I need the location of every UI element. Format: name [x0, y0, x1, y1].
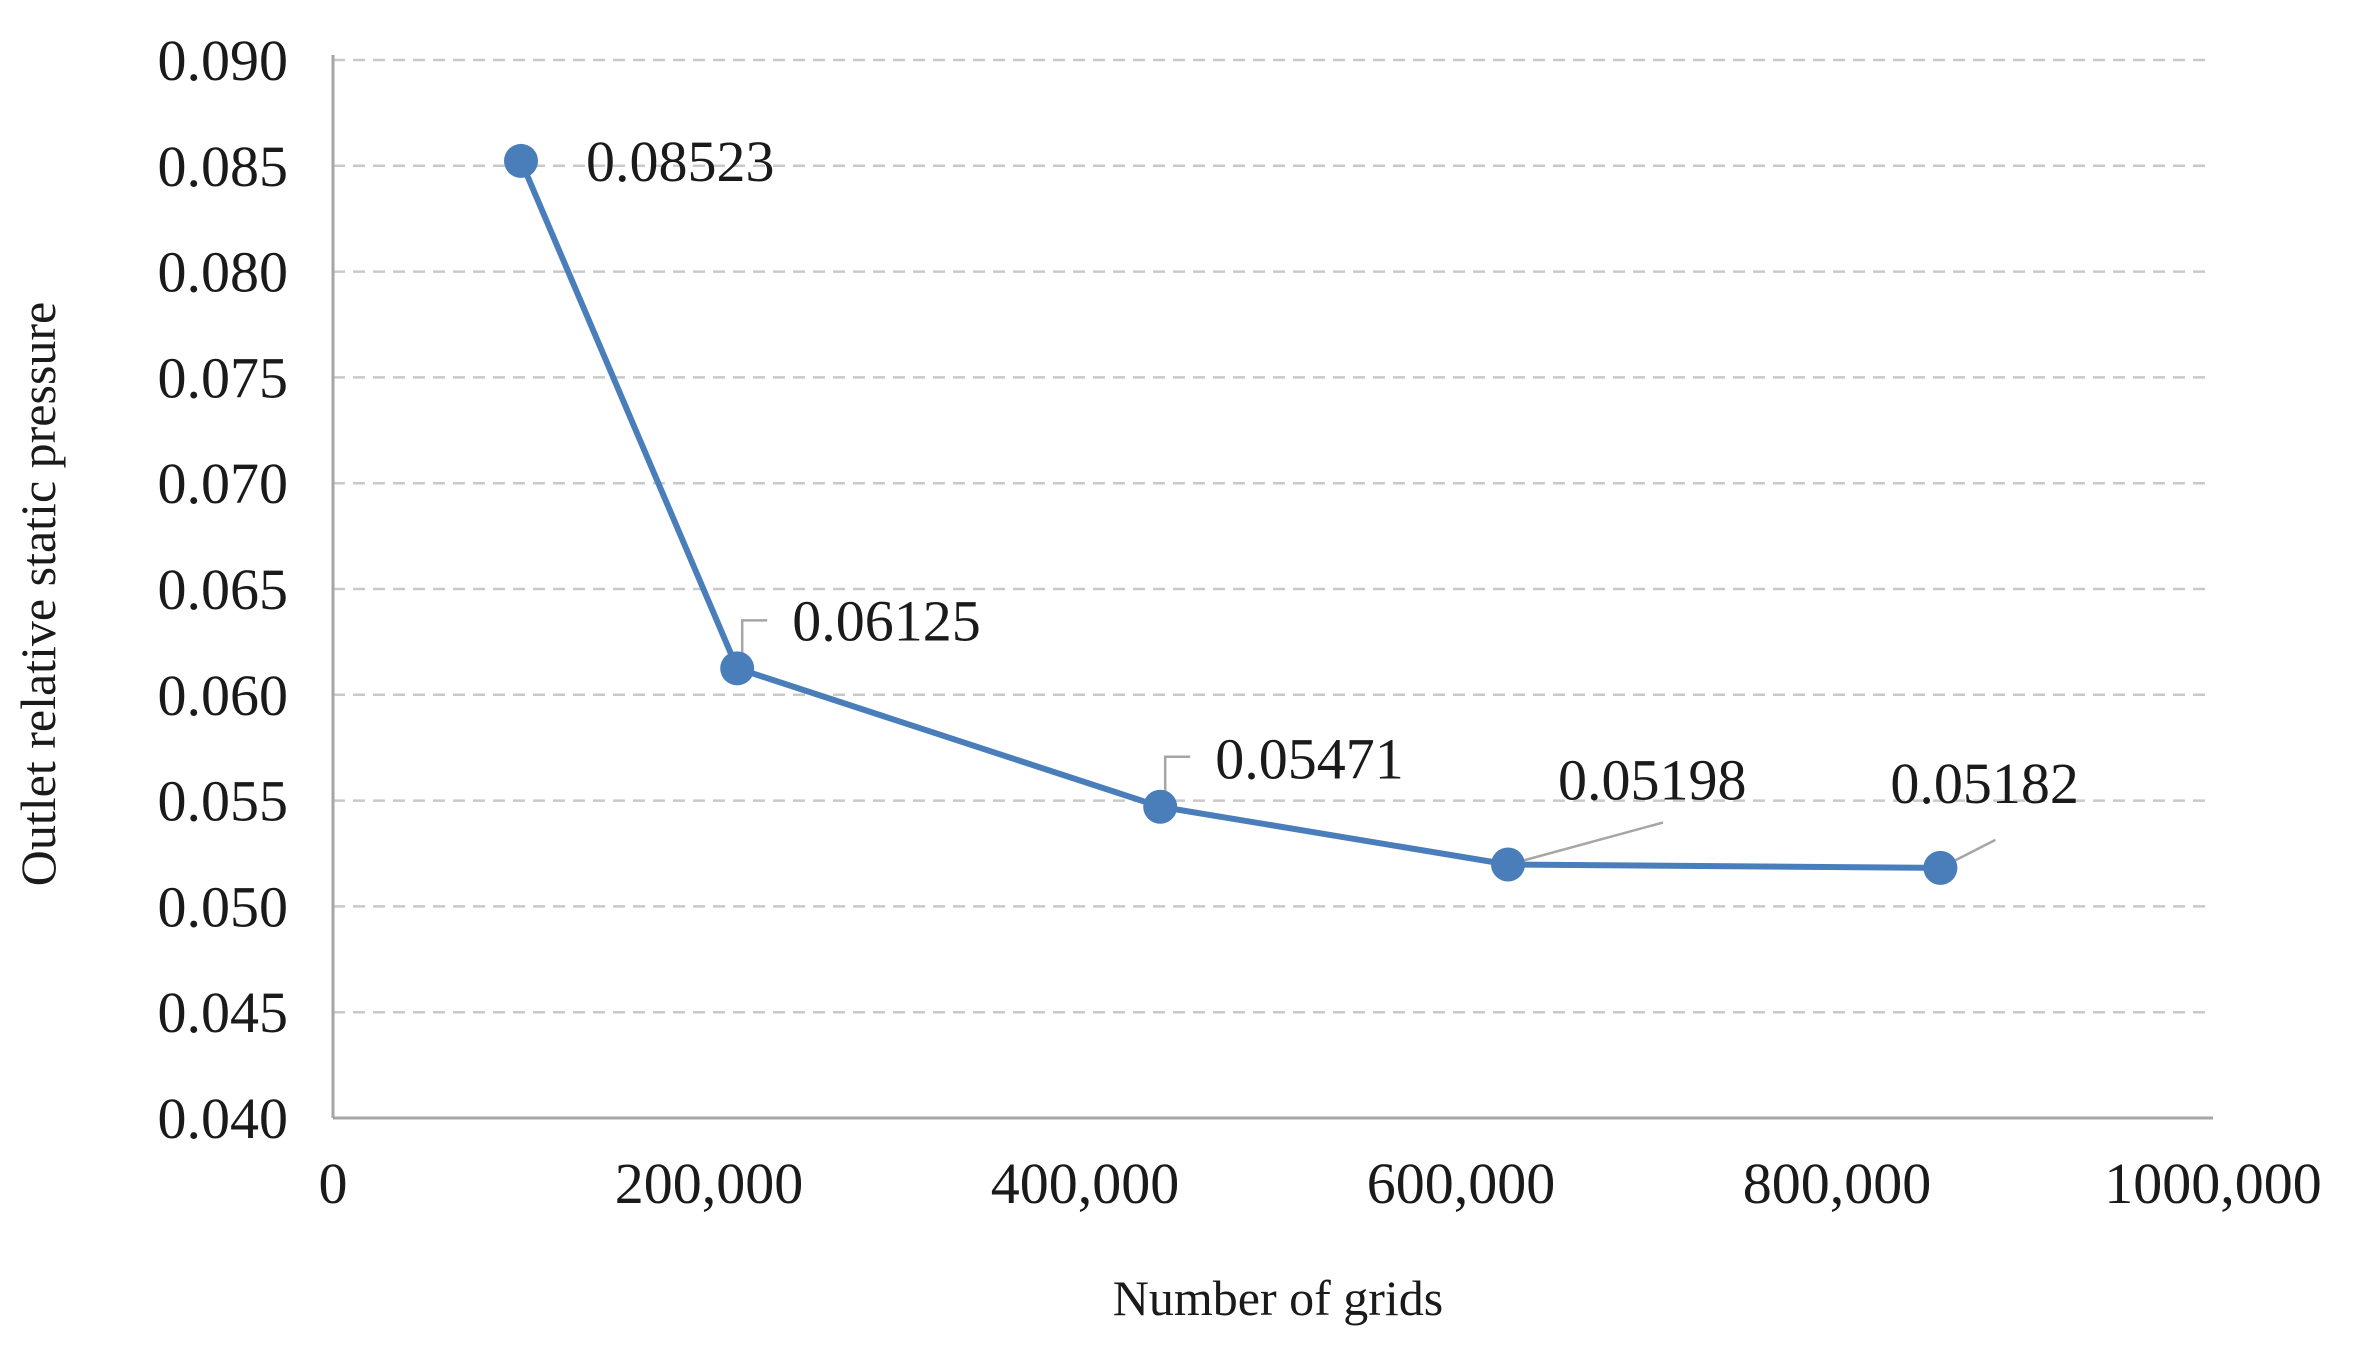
data-labels: 0.08523 0.06125 0.05471 0.05198 0.05182 [586, 129, 2079, 816]
data-label: 0.05198 [1558, 748, 1747, 813]
data-label: 0.05182 [1890, 751, 2078, 816]
x-tick-label: 200,000 [615, 1151, 804, 1216]
y-tick-label: 0.050 [158, 874, 289, 939]
label-leader-line [740, 619, 768, 657]
x-axis-title: Number of grids [1113, 1270, 1444, 1326]
data-point [504, 143, 538, 178]
data-label: 0.05471 [1215, 727, 1404, 792]
label-leader-line [1947, 838, 1996, 866]
y-tick-label: 0.060 [158, 663, 289, 728]
x-tick-label: 0 [319, 1151, 348, 1216]
label-leader-line [1163, 755, 1191, 793]
gridlines [333, 58, 2213, 1014]
data-series [504, 143, 1958, 885]
data-point [1491, 847, 1525, 882]
x-tick-label: 800,000 [1743, 1151, 1932, 1216]
label-leader-line [1515, 821, 1664, 864]
y-tick-label: 0.055 [158, 769, 289, 834]
label-leader-lines [740, 619, 1996, 866]
y-tick-label: 0.070 [158, 451, 289, 516]
x-tick-label: 600,000 [1367, 1151, 1556, 1216]
x-tick-label: 400,000 [991, 1151, 1180, 1216]
tick-labels: 0.040 0.045 0.050 0.055 0.060 0.065 0.070 0.075… [158, 28, 2322, 1216]
data-label: 0.06125 [792, 588, 981, 653]
data-label: 0.08523 [586, 129, 775, 194]
data-point [720, 651, 755, 686]
y-tick-label: 0.065 [158, 557, 289, 622]
y-tick-label: 0.085 [158, 134, 289, 199]
y-tick-label: 0.080 [158, 240, 289, 305]
axes [331, 55, 2213, 1120]
data-point [1923, 850, 1958, 885]
y-tick-label: 0.090 [158, 28, 289, 93]
y-axis-title: Outlet relative static pressure [10, 302, 66, 887]
y-tick-label: 0.040 [158, 1086, 289, 1151]
x-tick-label: 1000,000 [2104, 1151, 2322, 1216]
y-tick-label: 0.075 [158, 345, 289, 410]
y-tick-label: 0.045 [158, 980, 289, 1045]
data-point [1143, 789, 1178, 824]
